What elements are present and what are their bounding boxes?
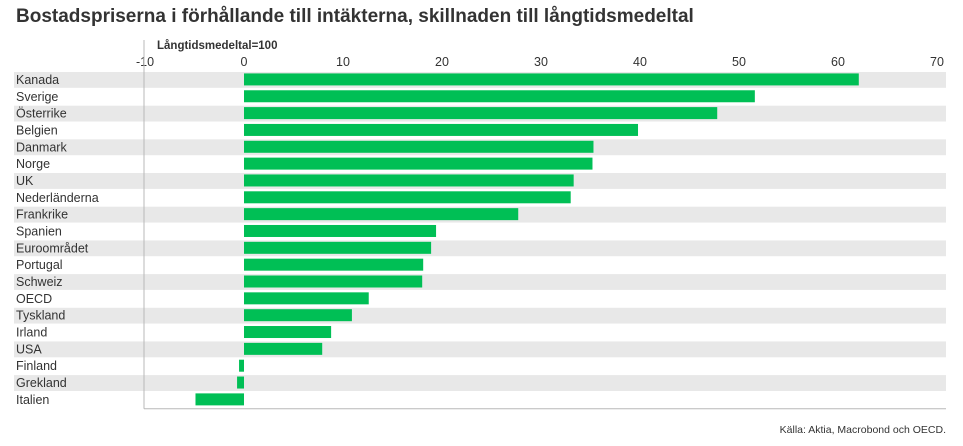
- bar-irland: [244, 326, 332, 339]
- bar-sverige: [244, 90, 755, 103]
- bar-danmark: [244, 140, 594, 153]
- bar-grekland: [237, 376, 244, 389]
- category-label: Italien: [16, 393, 49, 407]
- bar-belgien: [244, 123, 639, 136]
- bar-schweiz: [244, 275, 423, 288]
- category-label: Österrike: [16, 107, 67, 121]
- bar-usa: [244, 342, 323, 355]
- bar-finland: [239, 359, 244, 372]
- category-label: Sverige: [16, 90, 58, 104]
- category-label: Portugal: [16, 258, 63, 272]
- chart-title: Bostadspriserna i förhållande till intäk…: [16, 6, 694, 27]
- row-stripe: [14, 307, 946, 324]
- bar-österrike: [244, 107, 718, 120]
- bar-norge: [244, 157, 593, 170]
- x-tick-label: 30: [534, 55, 548, 69]
- category-label: Euroområdet: [16, 241, 89, 255]
- x-tick-label: 70: [930, 55, 944, 69]
- category-label: Tyskland: [16, 309, 65, 323]
- category-label: Belgien: [16, 123, 58, 137]
- row-stripe: [14, 375, 946, 391]
- x-axis-ticks: -10 0 10 20 30 40 50 60 70: [136, 55, 944, 69]
- category-label: Norge: [16, 157, 50, 171]
- category-label: UK: [16, 174, 34, 188]
- category-label: Finland: [16, 359, 57, 373]
- category-label: USA: [16, 342, 42, 356]
- x-tick-label: 10: [336, 55, 350, 69]
- bar-spanien: [244, 224, 437, 237]
- category-label: Frankrike: [16, 208, 68, 222]
- bar-uk: [244, 174, 574, 187]
- category-labels: Kanada Sverige Österrike Belgien Danmark Norg…: [16, 73, 99, 407]
- x-tick-label: 60: [831, 55, 845, 69]
- bar-nederländerna: [244, 191, 571, 204]
- row-stripe: [14, 240, 946, 257]
- category-label: Irland: [16, 326, 47, 340]
- source-note: Källa: Aktia, Macrobond och OECD.: [779, 424, 946, 436]
- x-tick-label: 50: [732, 55, 746, 69]
- row-stripe: [14, 274, 946, 290]
- x-tick-label: -10: [136, 55, 154, 69]
- category-label: Grekland: [16, 376, 67, 390]
- row-stripes: [14, 72, 946, 391]
- bar-tyskland: [244, 309, 352, 322]
- x-tick-label: 40: [633, 55, 647, 69]
- bars: [195, 73, 859, 406]
- x-tick-label: 20: [435, 55, 449, 69]
- bar-oecd: [244, 292, 369, 305]
- bar-euroområdet: [244, 241, 432, 254]
- bar-frankrike: [244, 208, 519, 221]
- bar-kanada: [244, 73, 859, 86]
- bar-italien: [195, 393, 244, 406]
- unit-label: Långtidsmedeltal=100: [157, 40, 277, 52]
- category-label: Danmark: [16, 140, 67, 154]
- bar-portugal: [244, 258, 424, 271]
- category-label: Nederländerna: [16, 191, 99, 205]
- row-stripe: [14, 341, 946, 358]
- x-tick-label: 0: [241, 55, 248, 69]
- category-label: Spanien: [16, 224, 62, 238]
- category-label: Kanada: [16, 73, 59, 87]
- category-label: Schweiz: [16, 275, 63, 289]
- category-label: OECD: [16, 292, 52, 306]
